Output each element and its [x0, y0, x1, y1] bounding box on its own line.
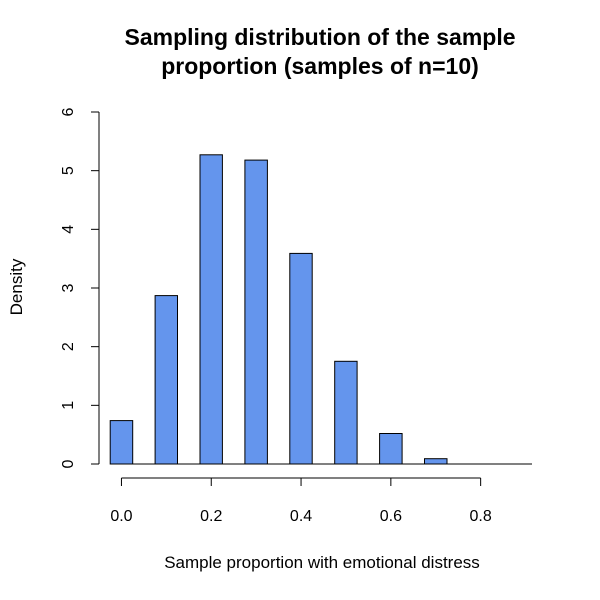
y-axis: 0 1 2 3 4 5 6: [60, 107, 100, 468]
x-tick-label-0: 0.0: [110, 508, 132, 525]
x-tick-label-4: 0.8: [470, 508, 492, 525]
y-tick-label-3: 3: [60, 283, 77, 292]
bar-4: [289, 252, 313, 465]
x-tick-label-1: 0.2: [200, 508, 222, 525]
chart-title-line-2: proportion (samples of n=10): [161, 53, 479, 79]
bar-1: [154, 295, 179, 465]
y-tick-label-5: 5: [60, 166, 77, 175]
x-axis: 0.0 0.2 0.4 0.6 0.8: [110, 477, 492, 525]
x-tick-label-2: 0.4: [290, 508, 312, 525]
x-axis-label: Sample proportion with emotional distres…: [164, 553, 480, 572]
y-tick-label-6: 6: [60, 107, 77, 116]
chart-title: Sampling distribution of the sample prop…: [124, 24, 515, 79]
bar-7: [424, 458, 448, 465]
chart-title-line-1: Sampling distribution of the sample: [124, 24, 515, 50]
bar-2: [199, 154, 223, 465]
bar-6: [379, 433, 403, 465]
bar-0: [109, 420, 134, 465]
x-tick-label-3: 0.6: [380, 508, 402, 525]
bar-3: [244, 159, 268, 465]
y-tick-label-1: 1: [60, 401, 77, 410]
y-tick-label-4: 4: [60, 225, 77, 234]
y-tick-label-0: 0: [60, 459, 77, 468]
bar-series: [109, 154, 448, 465]
bar-5: [334, 360, 358, 465]
y-tick-label-2: 2: [60, 342, 77, 351]
y-axis-label: Density: [7, 258, 26, 315]
